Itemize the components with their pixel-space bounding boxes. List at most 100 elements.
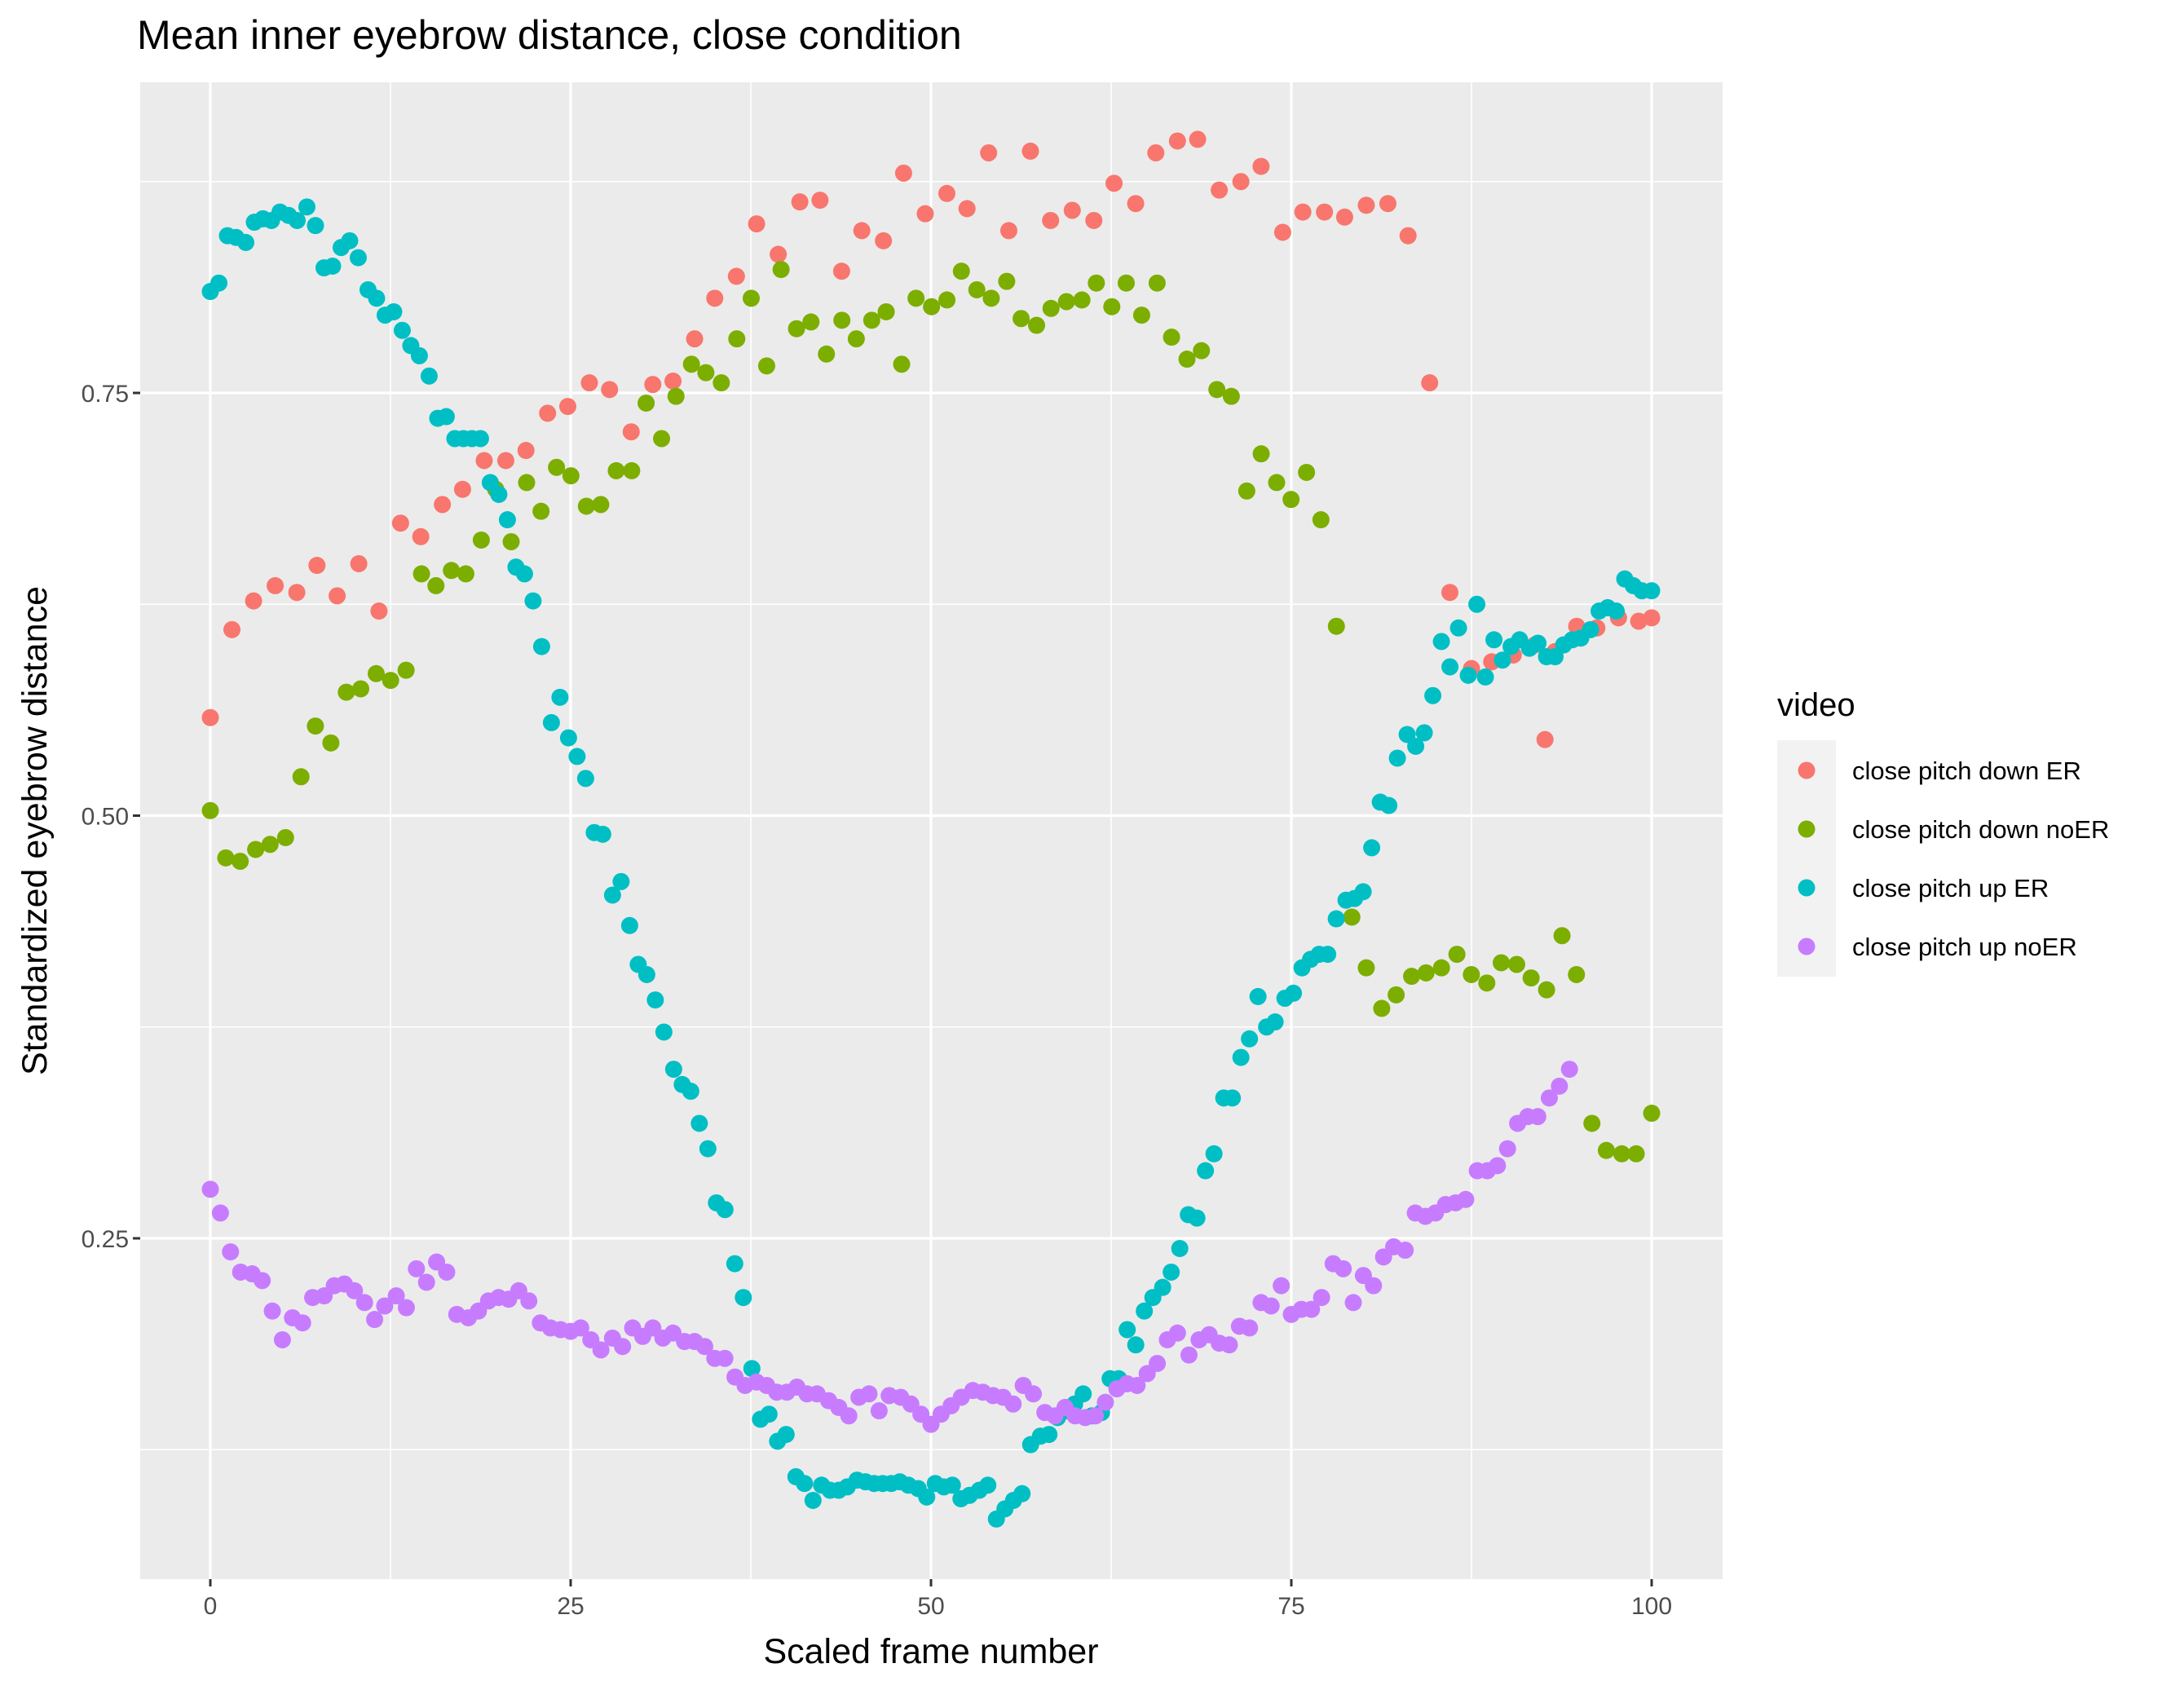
data-point (603, 886, 621, 904)
data-point (515, 565, 533, 583)
data-point (329, 587, 346, 605)
data-point (1441, 584, 1458, 602)
data-point (1042, 299, 1060, 317)
data-point (938, 184, 955, 202)
y-tick-label: 0.25 (82, 1226, 129, 1253)
data-point (772, 261, 790, 279)
data-point (863, 311, 880, 329)
data-point (1105, 174, 1123, 192)
data-point (517, 442, 535, 460)
data-point (999, 222, 1017, 240)
data-point (1643, 609, 1661, 627)
data-point (355, 1294, 373, 1312)
data-point (1536, 730, 1554, 748)
data-point (1148, 274, 1166, 292)
data-point (1551, 1077, 1569, 1095)
data-point (699, 1140, 717, 1158)
data-point (247, 840, 265, 858)
legend-key (1798, 820, 1816, 838)
data-point (1211, 181, 1229, 199)
data-point (664, 372, 682, 390)
data-point (368, 289, 386, 307)
data-point (726, 1255, 743, 1273)
data-point (1074, 1385, 1092, 1403)
data-point (352, 680, 370, 698)
data-point (748, 215, 766, 233)
legend-key (1798, 879, 1816, 897)
data-point (728, 330, 746, 348)
data-point (1208, 381, 1226, 399)
data-point (1057, 293, 1075, 311)
legend-label: close pitch down noER (1852, 815, 2109, 844)
data-point (502, 533, 520, 551)
data-point (293, 1314, 311, 1332)
data-point (1463, 965, 1480, 983)
data-point (592, 1341, 610, 1359)
data-point (1335, 1260, 1352, 1277)
data-point (1494, 651, 1511, 669)
data-point (1373, 999, 1391, 1017)
data-point (1073, 291, 1091, 309)
data-point (1441, 658, 1459, 676)
data-point (667, 387, 685, 405)
data-point (551, 688, 569, 706)
data-point (623, 461, 641, 479)
data-point (568, 748, 586, 765)
data-point (580, 374, 598, 392)
data-point (638, 965, 655, 983)
data-point (1498, 1140, 1516, 1158)
data-point (682, 1083, 699, 1101)
data-point (646, 991, 664, 1009)
data-point (481, 474, 499, 492)
data-point (288, 211, 306, 229)
data-point (638, 394, 655, 412)
data-point (1582, 620, 1599, 638)
legend: video close pitch down ER close pitch dow… (1777, 687, 2109, 977)
data-point (1522, 969, 1540, 987)
data-point (870, 1402, 888, 1420)
data-point (716, 1349, 734, 1367)
data-point (370, 602, 388, 620)
data-point (217, 849, 235, 867)
data-point (434, 496, 452, 514)
data-point (408, 1260, 426, 1277)
chart-title: Mean inner eyebrow distance, close condi… (137, 12, 962, 58)
data-point (1262, 1297, 1280, 1315)
data-point (893, 355, 911, 373)
data-point (1448, 946, 1466, 964)
data-point (818, 345, 836, 363)
legend-key (1798, 761, 1816, 779)
data-point (614, 1338, 632, 1356)
legend-key (1798, 938, 1816, 955)
data-point (1063, 201, 1081, 219)
data-point (1357, 196, 1375, 214)
data-point (907, 289, 925, 307)
data-point (840, 1407, 858, 1425)
data-point (1232, 173, 1250, 191)
data-point (236, 233, 254, 251)
data-point (943, 1476, 961, 1494)
data-point (562, 467, 580, 485)
data-point (210, 274, 227, 292)
data-point (1538, 981, 1555, 999)
data-point (273, 1330, 291, 1348)
data-point (727, 267, 745, 285)
data-point (1553, 927, 1571, 945)
data-point (952, 263, 970, 280)
data-point (620, 916, 638, 934)
data-point (1163, 329, 1180, 346)
data-point (438, 1263, 456, 1281)
data-point (520, 1292, 538, 1310)
data-point (298, 198, 315, 216)
y-axis-ticks: 0.25 0.50 0.75 (82, 381, 140, 1253)
data-point (860, 1385, 878, 1403)
data-point (811, 192, 829, 210)
data-point (1132, 307, 1150, 324)
data-point (539, 404, 557, 422)
data-point (1459, 666, 1477, 684)
data-point (1117, 274, 1135, 292)
data-point (1407, 737, 1425, 755)
data-point (1028, 316, 1046, 334)
data-point (1188, 1209, 1206, 1227)
data-point (1025, 1385, 1043, 1403)
